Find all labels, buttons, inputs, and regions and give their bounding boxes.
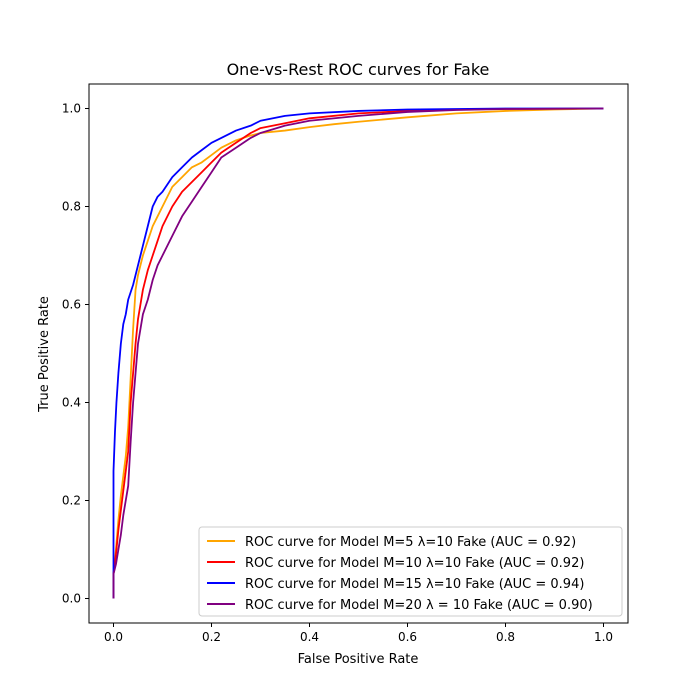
y-tick-label: 0.6 [62, 298, 81, 312]
chart-title: One-vs-Rest ROC curves for Fake [227, 60, 490, 79]
y-tick-label: 0.2 [62, 494, 81, 508]
legend-label-4: ROC curve for Model M=20 λ = 10 Fake (AU… [245, 598, 593, 613]
x-axis-label: False Positive Rate [298, 652, 419, 667]
series-line-3 [112, 107, 604, 599]
y-tick-label: 0.8 [62, 200, 81, 214]
legend-box [198, 526, 623, 617]
y-axis-label: True Positive Rate [37, 296, 52, 413]
y-axis-ticks: 0.0 0.2 0.4 0.6 0.8 1.0 [62, 102, 89, 606]
legend: ROC curve for Model M=5 λ=10 Fake (AUC =… [198, 526, 623, 617]
y-tick-label: 1.0 [62, 102, 81, 116]
plot-frame [88, 83, 629, 624]
series-line-4 [112, 107, 604, 599]
x-tick-label: 1.0 [594, 630, 613, 644]
x-tick-label: 0.6 [398, 630, 417, 644]
series-line-1 [112, 107, 604, 599]
legend-label-1: ROC curve for Model M=5 λ=10 Fake (AUC =… [245, 535, 576, 550]
x-tick-label: 0.0 [104, 630, 123, 644]
series-line-2 [112, 107, 604, 599]
y-tick-label: 0.0 [62, 592, 81, 606]
legend-label-2: ROC curve for Model M=10 λ=10 Fake (AUC … [245, 556, 584, 571]
legend-label-3: ROC curve for Model M=15 λ=10 Fake (AUC … [245, 577, 584, 592]
x-tick-label: 0.8 [496, 630, 515, 644]
series-layer [112, 107, 604, 599]
x-tick-label: 0.4 [300, 630, 319, 644]
y-tick-label: 0.4 [62, 396, 81, 410]
x-tick-label: 0.2 [202, 630, 221, 644]
x-axis-ticks: 0.0 0.2 0.4 0.6 0.8 1.0 [104, 623, 613, 644]
